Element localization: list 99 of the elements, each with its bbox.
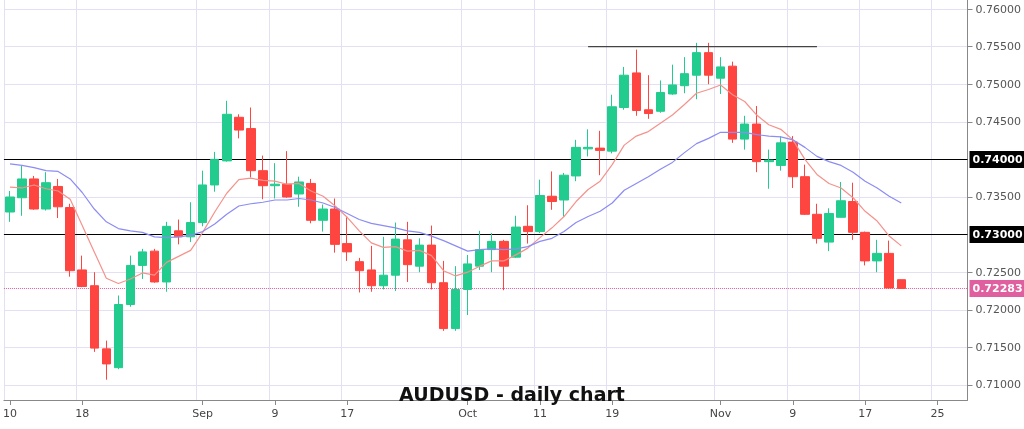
ref-line-label: 0.72283 bbox=[972, 282, 1023, 295]
x-tick-label: 10 bbox=[2, 407, 17, 420]
candlestick bbox=[318, 204, 328, 233]
y-tick-label: 0.72500 bbox=[975, 265, 1022, 279]
x-tick-label: Oct bbox=[458, 407, 478, 420]
candlestick bbox=[342, 216, 352, 262]
x-tick-label: 9 bbox=[271, 407, 279, 420]
candlestick bbox=[897, 279, 906, 289]
x-tick-label: 17 bbox=[340, 407, 355, 420]
candlestick bbox=[535, 179, 545, 234]
candlestick bbox=[198, 170, 207, 227]
candlestick bbox=[53, 178, 63, 219]
x-tick-label: 11 bbox=[532, 407, 547, 420]
candlestick bbox=[547, 170, 557, 211]
candlestick bbox=[776, 135, 786, 172]
candlestick bbox=[764, 149, 774, 190]
y-tick-label: 0.71500 bbox=[975, 340, 1022, 354]
candlestick bbox=[17, 164, 27, 217]
candlestick bbox=[246, 107, 256, 178]
candlestick bbox=[836, 181, 846, 218]
y-tick-label: 0.74500 bbox=[975, 115, 1022, 129]
candlestick bbox=[102, 340, 111, 381]
candlestick bbox=[77, 255, 87, 288]
candlestick bbox=[607, 94, 617, 154]
candlestick bbox=[415, 237, 424, 273]
text: AUDUSD - daily chart bbox=[399, 382, 625, 405]
x-tick-label: 19 bbox=[605, 407, 620, 420]
candlestick bbox=[355, 257, 364, 293]
candlestick bbox=[571, 139, 581, 182]
candlestick bbox=[559, 172, 569, 218]
candlestick bbox=[186, 201, 195, 243]
candlestick bbox=[716, 56, 725, 95]
candlestick bbox=[306, 178, 316, 224]
candlestick bbox=[29, 175, 39, 211]
candlestick bbox=[668, 64, 677, 96]
candlestick bbox=[162, 221, 171, 293]
candlestick bbox=[644, 74, 653, 120]
candlestick bbox=[800, 164, 810, 216]
x-tick-label: 18 bbox=[75, 407, 90, 420]
candlestick bbox=[704, 42, 713, 85]
candlestick bbox=[427, 225, 436, 290]
candlestick bbox=[294, 176, 304, 208]
y-tick-label: 0.76000 bbox=[975, 2, 1022, 16]
candlestick bbox=[595, 130, 605, 176]
candlestick bbox=[583, 128, 593, 157]
ref-line-label: 0.74000 bbox=[972, 152, 1023, 166]
candlestick bbox=[632, 49, 641, 117]
candlestick bbox=[752, 105, 761, 173]
candlestick bbox=[222, 100, 232, 163]
x-tick-label: Nov bbox=[709, 407, 732, 420]
ref-line-label: 0.73000 bbox=[972, 228, 1023, 242]
candlestick bbox=[656, 79, 665, 114]
candlestick bbox=[5, 190, 15, 223]
line-series bbox=[9, 131, 902, 252]
candlestick bbox=[367, 245, 376, 293]
candlestick bbox=[812, 203, 822, 245]
candlestick bbox=[824, 207, 834, 252]
candlestick bbox=[41, 171, 51, 212]
candlestick bbox=[138, 248, 147, 280]
candlestick bbox=[511, 215, 521, 259]
candlestick bbox=[439, 260, 448, 332]
candlestick bbox=[499, 239, 509, 291]
candlestick bbox=[270, 162, 280, 199]
candlestick bbox=[391, 222, 400, 292]
candlestick bbox=[282, 150, 292, 199]
candlestick bbox=[379, 236, 388, 290]
x-tick-label: 25 bbox=[930, 407, 945, 420]
y-tick-label: 0.72000 bbox=[975, 303, 1022, 317]
line-series bbox=[9, 84, 902, 285]
candlestick bbox=[65, 203, 75, 278]
candlestick bbox=[258, 155, 268, 200]
y-tick-label: 0.75000 bbox=[975, 77, 1022, 91]
candlestick bbox=[523, 204, 533, 245]
candlestick bbox=[848, 182, 858, 241]
y-tick-label: 0.71000 bbox=[975, 378, 1022, 392]
candlestick bbox=[451, 265, 460, 332]
candlestick bbox=[872, 239, 882, 273]
candlestick bbox=[884, 240, 894, 290]
candlestick bbox=[114, 294, 123, 370]
candlestick bbox=[403, 221, 412, 283]
candlestick bbox=[150, 248, 159, 284]
candlestick bbox=[728, 61, 737, 144]
candlestick bbox=[210, 151, 219, 193]
candlestick bbox=[475, 230, 484, 271]
candlestick bbox=[860, 231, 870, 266]
candlestick bbox=[788, 135, 798, 189]
candlestick bbox=[680, 56, 689, 94]
candlestick bbox=[90, 271, 99, 353]
y-tick-label: 0.73500 bbox=[975, 190, 1022, 204]
candlestick bbox=[463, 254, 472, 316]
candlestick bbox=[234, 113, 244, 139]
x-tick-label: Sep bbox=[192, 407, 214, 420]
candlestick bbox=[619, 66, 629, 111]
candlestick bbox=[692, 42, 701, 100]
x-tick-label: 17 bbox=[858, 407, 873, 420]
x-tick-label: 9 bbox=[789, 407, 797, 420]
candlestick bbox=[330, 198, 340, 254]
candlestick bbox=[126, 255, 135, 308]
y-tick-label: 0.75500 bbox=[975, 40, 1022, 54]
